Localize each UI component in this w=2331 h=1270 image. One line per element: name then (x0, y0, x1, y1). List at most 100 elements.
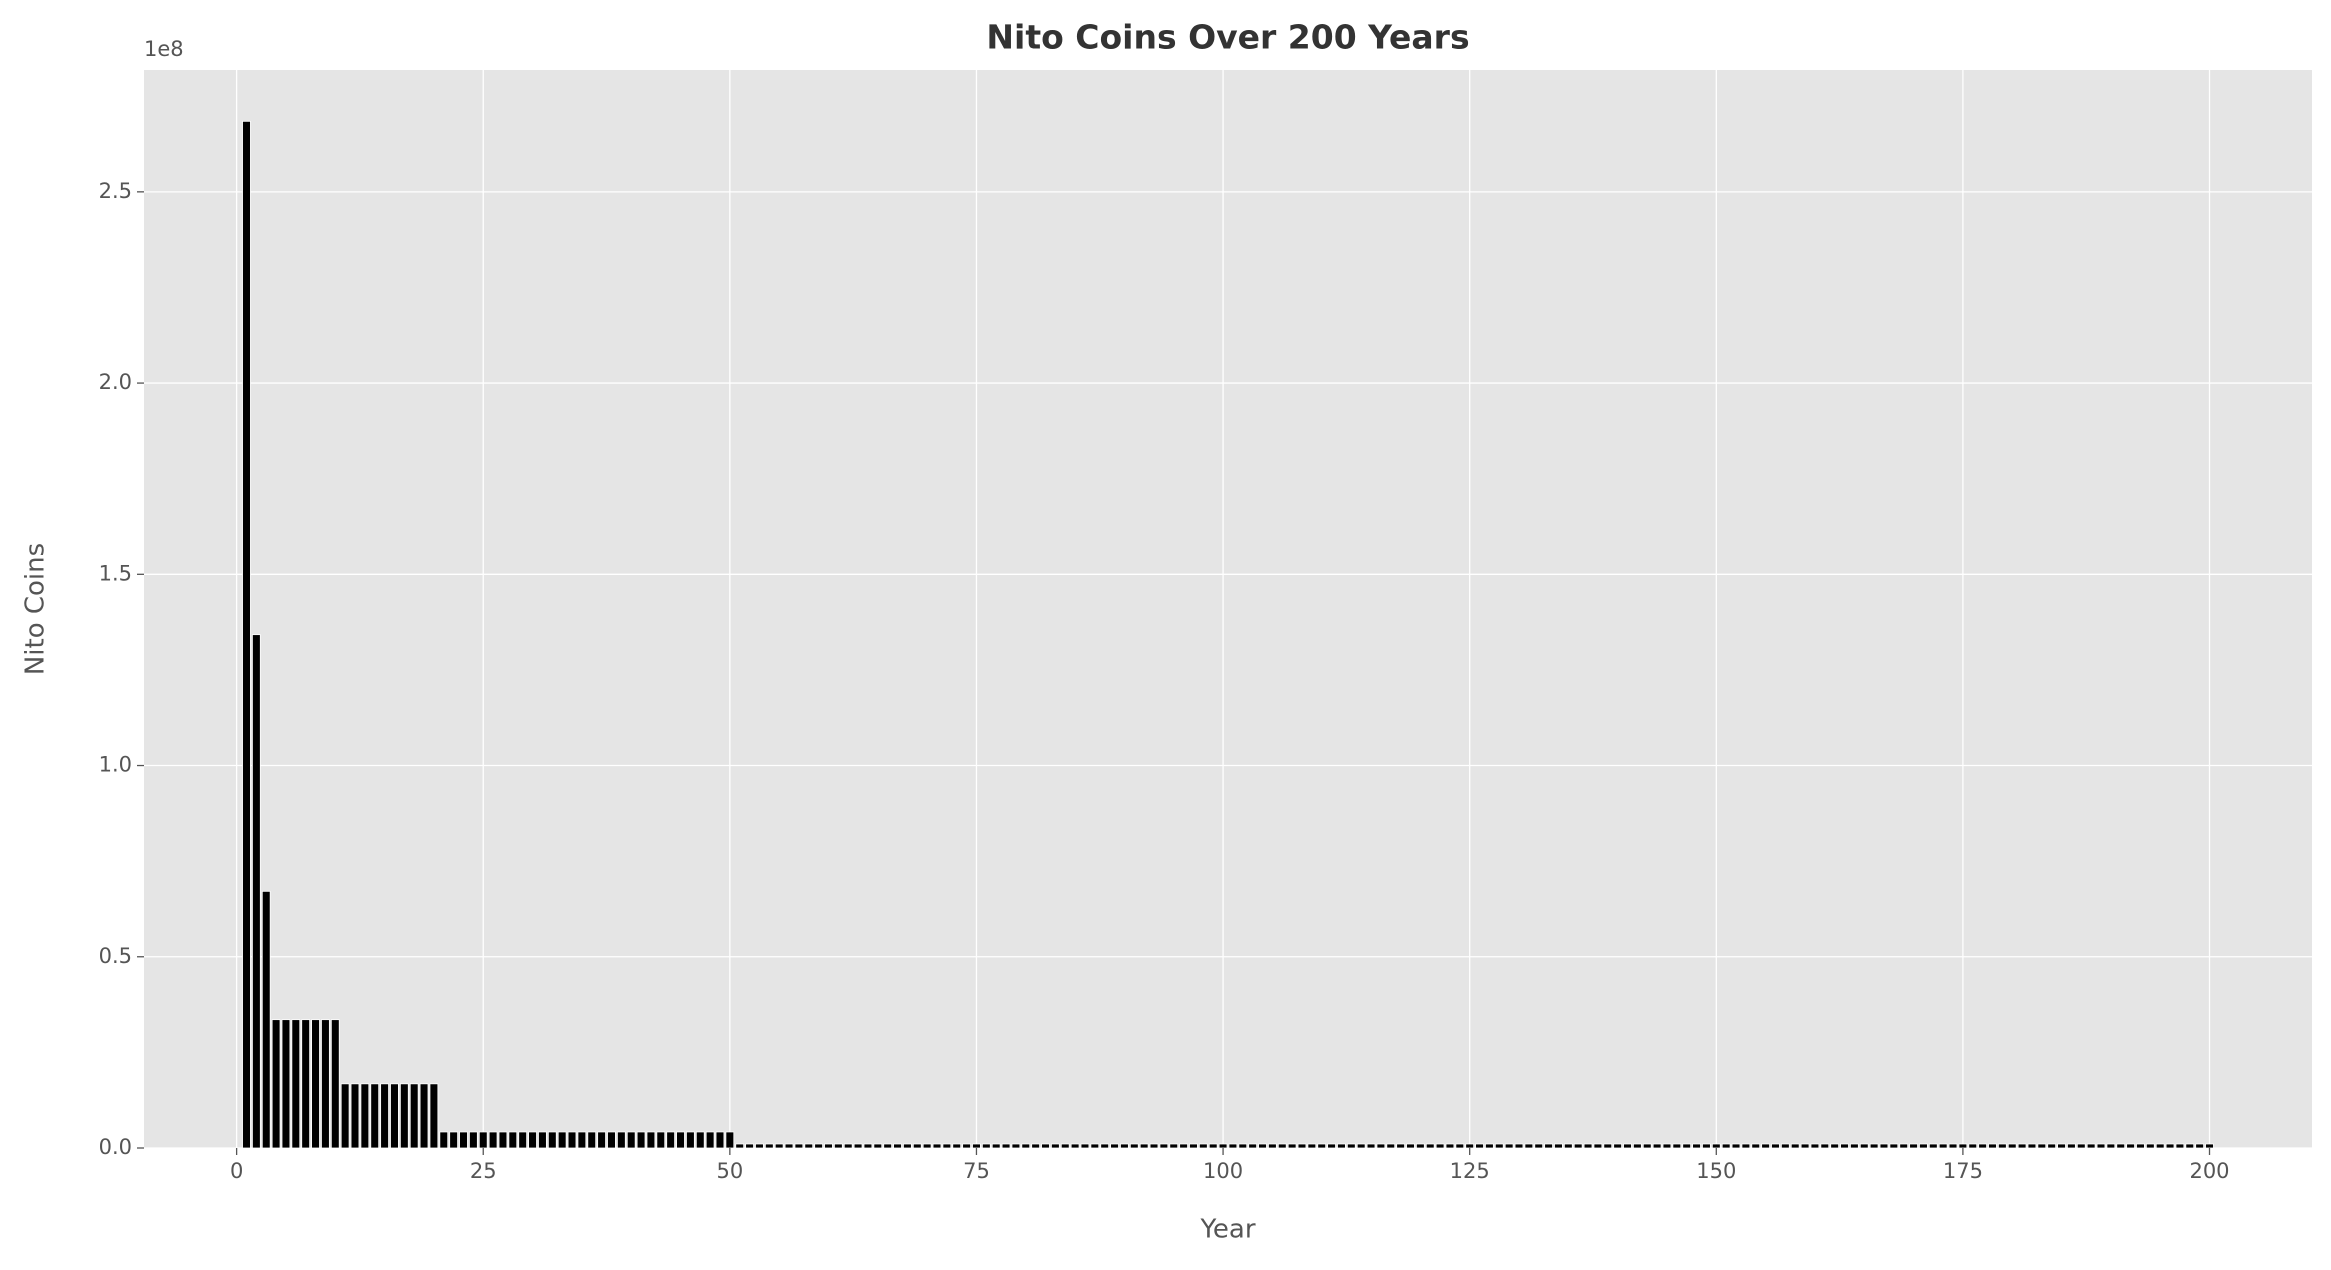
bar (2185, 1143, 2195, 1149)
y-axis-label: Nito Coins (21, 543, 51, 675)
chart-title: Nito Coins Over 200 Years (986, 18, 1469, 57)
bar (705, 1131, 715, 1149)
bar (1810, 1143, 1820, 1149)
x-tick-label: 200 (2189, 1159, 2229, 1183)
bar (567, 1131, 577, 1149)
bar (1998, 1143, 2007, 1149)
bar (883, 1143, 893, 1149)
bar (291, 1019, 301, 1149)
bar (1751, 1143, 1761, 1149)
bar (1159, 1143, 1169, 1149)
bar (1258, 1143, 1267, 1149)
bar (676, 1131, 685, 1149)
bar (1514, 1143, 1524, 1149)
bar (1277, 1143, 1287, 1149)
bar (2037, 1143, 2047, 1149)
bar (1465, 1143, 1475, 1149)
bar (2027, 1143, 2037, 1149)
bar (321, 1019, 330, 1149)
bar (1840, 1143, 1849, 1149)
bar (1869, 1143, 1879, 1149)
bar (1218, 1143, 1228, 1149)
bar (1692, 1143, 1701, 1149)
bar (1850, 1143, 1859, 1149)
bar (271, 1019, 281, 1149)
bar (1021, 1143, 1031, 1149)
bar (2007, 1143, 2017, 1149)
bar (1682, 1143, 1692, 1149)
bar (1425, 1143, 1435, 1149)
bar (1702, 1143, 1711, 1149)
bar (1633, 1143, 1642, 1149)
bar (1238, 1143, 1248, 1149)
bar (1662, 1143, 1672, 1149)
bar (1859, 1143, 1869, 1149)
bar (311, 1019, 320, 1149)
bar (1070, 1143, 1080, 1149)
bar (508, 1131, 518, 1149)
bar (1485, 1143, 1494, 1149)
bar (1771, 1143, 1780, 1149)
y-tick-label: 0.5 (99, 944, 132, 968)
bar (2136, 1143, 2145, 1149)
bar (252, 634, 261, 1149)
bar (991, 1143, 1001, 1149)
bar (1129, 1143, 1139, 1149)
bar (932, 1143, 942, 1149)
bar (1198, 1143, 1208, 1149)
x-tick-label: 0 (230, 1159, 243, 1183)
bar (1189, 1143, 1198, 1149)
bars (242, 120, 2214, 1149)
bar (646, 1131, 656, 1149)
bar (1593, 1143, 1603, 1149)
x-tick-label: 75 (963, 1159, 990, 1183)
bar (1494, 1143, 1504, 1149)
bar (2057, 1143, 2066, 1149)
bar (1652, 1143, 1662, 1149)
bar (1445, 1143, 1455, 1149)
bar (538, 1131, 547, 1149)
bar (2195, 1143, 2204, 1149)
bar (1041, 1143, 1050, 1149)
bar (607, 1131, 616, 1149)
bar (922, 1143, 932, 1149)
bar (794, 1143, 804, 1149)
bar (863, 1143, 873, 1149)
bar (261, 890, 271, 1149)
bar (903, 1143, 912, 1149)
bar (1909, 1143, 1918, 1149)
bar (981, 1143, 991, 1149)
bar (399, 1083, 409, 1149)
bar (695, 1131, 705, 1149)
bar (804, 1143, 814, 1149)
bar (1356, 1143, 1366, 1149)
bar (1583, 1143, 1593, 1149)
bar (725, 1131, 735, 1149)
bar (1830, 1143, 1840, 1149)
bar (1287, 1143, 1297, 1149)
bar (1524, 1143, 1534, 1149)
x-tick-label: 50 (716, 1159, 743, 1183)
bar (715, 1131, 725, 1149)
bar (2205, 1143, 2214, 1149)
bar (814, 1143, 823, 1149)
bar (1149, 1143, 1159, 1149)
bar (439, 1131, 449, 1149)
grid (144, 70, 2312, 1149)
ticks: 0.0 0.5 1.0 1.5 2.0 2.5 0 25 50 75 100 125 150 175 200 (99, 179, 2230, 1183)
bar (2165, 1143, 2175, 1149)
bar (666, 1131, 676, 1149)
bar (360, 1083, 370, 1149)
bar (1386, 1143, 1396, 1149)
bar (616, 1131, 626, 1149)
y-tick-label: 0.0 (99, 1135, 132, 1159)
bar (952, 1143, 962, 1149)
bar (301, 1019, 311, 1149)
bar (409, 1083, 419, 1149)
bar (2145, 1143, 2155, 1149)
bar (1790, 1143, 1800, 1149)
y-tick-label: 1.0 (99, 753, 132, 777)
bar (1800, 1143, 1810, 1149)
